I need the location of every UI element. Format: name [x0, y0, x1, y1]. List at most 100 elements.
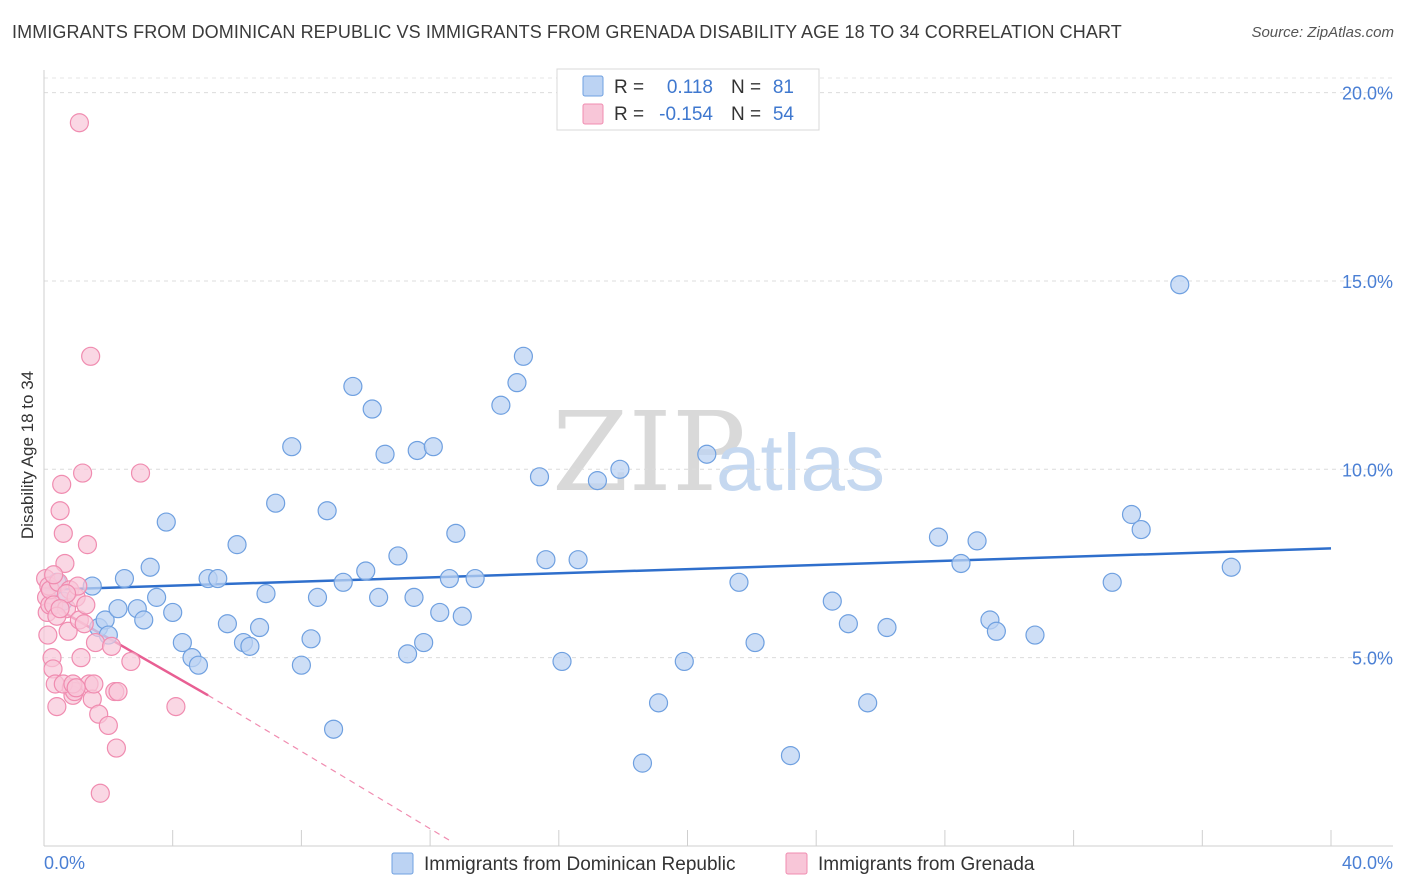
- point-dominican-republic-80: [404, 587, 424, 607]
- point-dominican-republic-43: [423, 437, 443, 457]
- point-dominican-republic-31: [317, 501, 337, 521]
- point-grenada-15: [53, 523, 73, 543]
- point-dominican-republic-59: [648, 693, 669, 713]
- point-dominican-republic-36: [362, 399, 382, 419]
- point-grenada-14: [52, 474, 72, 494]
- point-grenada-42: [106, 738, 126, 758]
- point-grenada-40: [101, 636, 122, 656]
- point-dominican-republic-25: [256, 584, 276, 604]
- point-dominican-republic-17: [188, 655, 209, 675]
- point-grenada-26: [71, 648, 91, 668]
- point-grenada-3: [38, 625, 58, 645]
- point-dominican-republic-67: [858, 693, 878, 713]
- point-grenada-53: [66, 678, 86, 698]
- point-dominican-republic-27: [282, 437, 302, 457]
- bottom-legend-label-blue: Immigrants from Dominican Republic: [424, 854, 736, 875]
- legend: R = 0.118 N = 81 R = -0.154 N = 54: [556, 68, 820, 131]
- point-dominican-republic-68: [877, 617, 897, 638]
- point-dominican-republic-71: [967, 531, 987, 551]
- point-dominican-republic-70: [951, 553, 971, 574]
- bottom-legend-swatch-pink: [785, 852, 808, 875]
- point-grenada-13: [50, 501, 70, 521]
- point-dominican-republic-51: [513, 346, 534, 366]
- legend-r-label-blue: R =: [614, 77, 644, 98]
- point-dominican-republic-24: [249, 617, 270, 638]
- watermark-atlas: atlas: [716, 418, 885, 507]
- point-dominican-republic-60: [674, 651, 694, 672]
- bottom-legend: Immigrants from Dominican Republic Immig…: [391, 852, 1035, 875]
- point-dominican-republic-62: [729, 572, 749, 592]
- point-grenada-38: [69, 113, 89, 133]
- point-dominican-republic-7: [108, 599, 128, 619]
- point-grenada-52: [50, 599, 70, 619]
- bottom-legend-swatch-blue: [391, 852, 414, 875]
- point-dominican-republic-64: [780, 745, 801, 766]
- source-label: Source: ZipAtlas.com: [1251, 24, 1394, 41]
- chart-title: IMMIGRANTS FROM DOMINICAN REPUBLIC VS IM…: [12, 22, 1122, 42]
- point-dominican-republic-48: [465, 568, 485, 589]
- point-dominican-republic-50: [507, 373, 527, 393]
- point-grenada-45: [130, 463, 151, 483]
- point-dominican-republic-10: [134, 610, 154, 630]
- point-grenada-34: [84, 674, 104, 694]
- point-dominican-republic-29: [301, 629, 321, 649]
- legend-n-label-blue: N =: [731, 77, 761, 98]
- point-dominican-republic-65: [822, 591, 842, 611]
- y-tick-labels: 5.0% 10.0% 15.0% 20.0%: [1342, 84, 1393, 669]
- legend-n-value-pink: 54: [773, 104, 795, 125]
- point-dominican-republic-66: [838, 614, 858, 634]
- point-dominican-republic-12: [147, 587, 167, 607]
- point-dominican-republic-49: [491, 395, 511, 415]
- point-dominican-republic-37: [369, 587, 389, 607]
- point-dominican-republic-15: [172, 632, 192, 653]
- point-grenada-39: [98, 715, 118, 736]
- trend-lines: [43, 547, 1332, 843]
- point-dominican-republic-14: [163, 602, 183, 623]
- point-dominican-republic-40: [397, 644, 418, 664]
- y-tick-label-15: 15.0%: [1342, 272, 1393, 292]
- point-dominican-republic-57: [610, 459, 630, 479]
- legend-swatch-pink: [582, 103, 604, 125]
- y-tick-label-20: 20.0%: [1342, 84, 1393, 104]
- point-dominican-republic-76: [1121, 504, 1142, 525]
- point-dominican-republic-28: [291, 655, 311, 675]
- point-dominican-republic-74: [1025, 625, 1045, 645]
- point-dominican-republic-13: [156, 512, 176, 532]
- series-dominican-republic-points: [40, 275, 1241, 773]
- point-dominican-republic-78: [1170, 275, 1190, 295]
- legend-n-label-pink: N =: [731, 104, 761, 125]
- point-dominican-republic-23: [240, 636, 260, 656]
- point-dominican-republic-45: [439, 568, 460, 589]
- point-grenada-28: [74, 614, 94, 634]
- legend-r-label-pink: R =: [614, 104, 644, 125]
- point-dominican-republic-44: [430, 602, 450, 623]
- point-grenada-43: [108, 681, 128, 702]
- point-dominican-republic-79: [1221, 557, 1241, 577]
- point-grenada-32: [81, 346, 101, 366]
- point-dominican-republic-73: [986, 621, 1006, 641]
- axes: [43, 70, 1393, 847]
- point-dominican-republic-55: [568, 550, 588, 570]
- point-dominican-republic-75: [1102, 572, 1122, 592]
- trend-line-dominican-republic: [43, 547, 1332, 592]
- point-dominican-republic-56: [587, 471, 608, 491]
- point-dominican-republic-38: [375, 444, 395, 464]
- point-grenada-35: [85, 632, 106, 653]
- point-dominican-republic-61: [697, 444, 717, 464]
- point-dominican-republic-20: [217, 614, 237, 634]
- bottom-legend-label-pink: Immigrants from Grenada: [818, 854, 1035, 875]
- point-dominican-republic-47: [452, 606, 472, 626]
- point-dominican-republic-77: [1131, 519, 1151, 540]
- point-grenada-51: [44, 565, 64, 585]
- y-tick-label-5: 5.0%: [1352, 649, 1393, 669]
- point-dominican-republic-26: [266, 493, 286, 513]
- point-dominican-republic-11: [140, 557, 160, 577]
- legend-swatch-blue: [582, 75, 604, 97]
- point-dominican-republic-46: [446, 523, 466, 543]
- gridlines: [44, 77, 1393, 659]
- legend-r-value-blue: 0.118: [667, 77, 713, 98]
- y-tick-label-10: 10.0%: [1342, 460, 1393, 480]
- point-dominican-republic-35: [356, 561, 376, 581]
- point-dominican-republic-53: [536, 550, 556, 570]
